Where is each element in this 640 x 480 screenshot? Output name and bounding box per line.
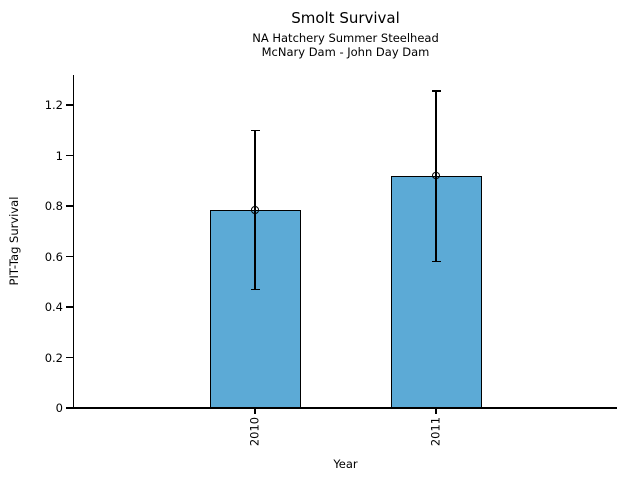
- y-tick-label: 0.4: [44, 300, 63, 314]
- y-tick-label: 0.6: [44, 249, 63, 264]
- x-axis-label: Year: [333, 457, 358, 471]
- error-bar-cap-top: [250, 129, 260, 131]
- error-bar-cap-bottom: [250, 288, 260, 291]
- y-tick: [66, 205, 73, 207]
- y-tick-label: 1.2: [44, 98, 63, 112]
- x-axis-spine: [72, 407, 617, 409]
- chart-title: Smolt Survival: [291, 9, 400, 27]
- y-tick: [66, 104, 73, 106]
- y-tick-label: 0: [55, 401, 63, 415]
- y-axis-spine: [72, 75, 74, 409]
- y-tick: [66, 154, 73, 157]
- error-bar-cap-bottom: [431, 260, 441, 263]
- y-tick: [66, 407, 73, 409]
- y-tick: [66, 306, 73, 308]
- y-tick-label: 0.8: [44, 199, 63, 213]
- x-tick-label: 2011: [428, 416, 443, 446]
- data-point-marker: [432, 171, 440, 180]
- y-tick-label: 1: [55, 148, 63, 163]
- y-tick: [66, 255, 73, 258]
- x-tick-label: 2010: [247, 416, 262, 446]
- chart-subtitle-line1: NA Hatchery Summer Steelhead: [252, 31, 439, 45]
- y-tick: [66, 356, 73, 359]
- x-tick: [254, 409, 256, 414]
- data-point-marker: [251, 205, 259, 214]
- x-tick: [435, 409, 437, 414]
- error-bar-cap-top: [431, 90, 441, 92]
- chart-subtitle-line2: McNary Dam - John Day Dam: [261, 45, 430, 59]
- y-tick-label: 0.2: [44, 350, 63, 365]
